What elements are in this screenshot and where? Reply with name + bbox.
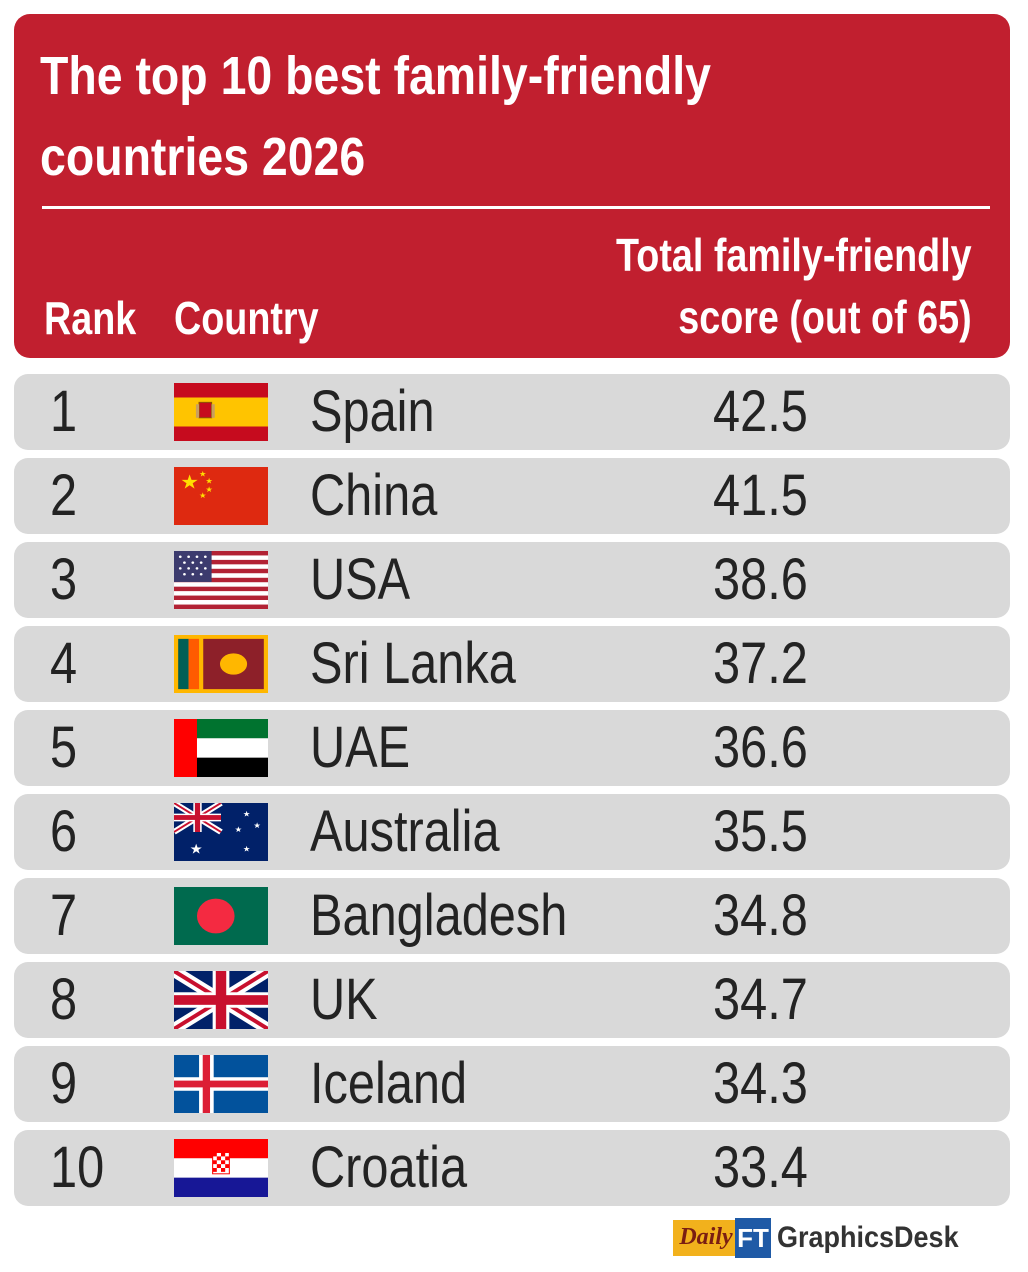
country-cell: Bangladesh	[310, 883, 568, 948]
rank-cell: 1	[50, 379, 78, 444]
svg-text:★: ★	[243, 845, 250, 854]
svg-text:★: ★	[190, 842, 203, 857]
rank-cell: 2	[50, 463, 78, 528]
svg-text:★: ★	[199, 470, 206, 479]
table-row: 7 Bangladesh 34.8	[14, 878, 1010, 954]
svg-text:★: ★	[243, 810, 250, 819]
score-column-header: Total family-friendly score (out of 65)	[616, 224, 972, 348]
score-cell: 42.5	[713, 379, 808, 444]
uae-flag-icon	[174, 719, 268, 777]
title-line-1: The top 10 best family-friendly	[40, 46, 711, 106]
rank-cell: 5	[50, 715, 78, 780]
svg-text:★: ★	[180, 470, 199, 493]
svg-text:★: ★	[205, 477, 212, 486]
china-flag-icon: ★ ★ ★ ★ ★	[174, 467, 268, 525]
usa-flag-icon	[174, 551, 268, 609]
logo-graphicsdesk-text: GraphicsDesk	[777, 1221, 959, 1254]
rank-cell: 4	[50, 631, 78, 696]
country-cell: Croatia	[310, 1135, 468, 1200]
country-cell: Sri Lanka	[310, 631, 516, 696]
sri-lanka-flag-icon	[174, 635, 268, 693]
svg-text:★: ★	[205, 485, 212, 494]
country-cell: UAE	[310, 715, 411, 780]
table-row: 1 Spain 42.5	[14, 374, 1010, 450]
rank-cell: 7	[50, 883, 78, 948]
uk-flag-icon	[174, 971, 268, 1029]
rank-cell: 3	[50, 547, 78, 612]
score-cell: 34.3	[713, 1051, 808, 1116]
rank-cell: 10	[50, 1135, 105, 1200]
dailyft-graphicsdesk-logo: Daily FT GraphicsDesk	[673, 1218, 1013, 1260]
country-cell: UK	[310, 967, 378, 1032]
country-column-header: Country	[174, 292, 319, 344]
svg-text:★: ★	[235, 825, 242, 834]
croatia-flag-icon	[174, 1139, 268, 1197]
australia-flag-icon: ★★ ★ ★ ★	[174, 803, 268, 861]
svg-text:★: ★	[199, 491, 206, 500]
rank-cell: 8	[50, 967, 78, 1032]
iceland-flag-icon	[174, 1055, 268, 1113]
score-cell: 36.6	[713, 715, 808, 780]
header-divider	[42, 206, 990, 209]
bangladesh-flag-icon	[174, 887, 268, 945]
country-cell: Iceland	[310, 1051, 468, 1116]
country-cell: Spain	[310, 379, 435, 444]
table-row: 5 UAE 36.6	[14, 710, 1010, 786]
country-cell: China	[310, 463, 438, 528]
score-cell: 34.7	[713, 967, 808, 1032]
table-row: 8 UK 34.7	[14, 962, 1010, 1038]
table-row: 4 Sri Lanka 37.2	[14, 626, 1010, 702]
score-cell: 34.8	[713, 883, 808, 948]
table-header: The top 10 best family-friendly countrie…	[14, 14, 1010, 358]
spain-flag-icon	[174, 383, 268, 441]
logo-daily-text: Daily	[673, 1220, 739, 1256]
title-line-2: countries 2026	[40, 127, 366, 187]
country-cell: USA	[310, 547, 411, 612]
rank-cell: 6	[50, 799, 78, 864]
logo-ft-text: FT	[735, 1218, 771, 1258]
table-row: 2 ★ ★ ★ ★ ★ China 41.5	[14, 458, 1010, 534]
score-header-line-2: score (out of 65)	[678, 291, 972, 343]
score-cell: 38.6	[713, 547, 808, 612]
chart-title: The top 10 best family-friendly countrie…	[40, 36, 848, 198]
rank-cell: 9	[50, 1051, 78, 1116]
score-cell: 35.5	[713, 799, 808, 864]
score-header-line-1: Total family-friendly	[616, 229, 972, 281]
table-row: 3 USA 38.6	[14, 542, 1010, 618]
svg-text:★: ★	[253, 821, 260, 830]
rank-column-header: Rank	[44, 292, 137, 344]
score-cell: 37.2	[713, 631, 808, 696]
score-cell: 41.5	[713, 463, 808, 528]
score-cell: 33.4	[713, 1135, 808, 1200]
country-cell: Australia	[310, 799, 500, 864]
table-row: 10 Croatia 33.4	[14, 1130, 1010, 1206]
table-row: 6 ★ ★ ★ ★ ★ Australia 35.5	[14, 794, 1010, 870]
table-row: 9 Iceland 34.3	[14, 1046, 1010, 1122]
